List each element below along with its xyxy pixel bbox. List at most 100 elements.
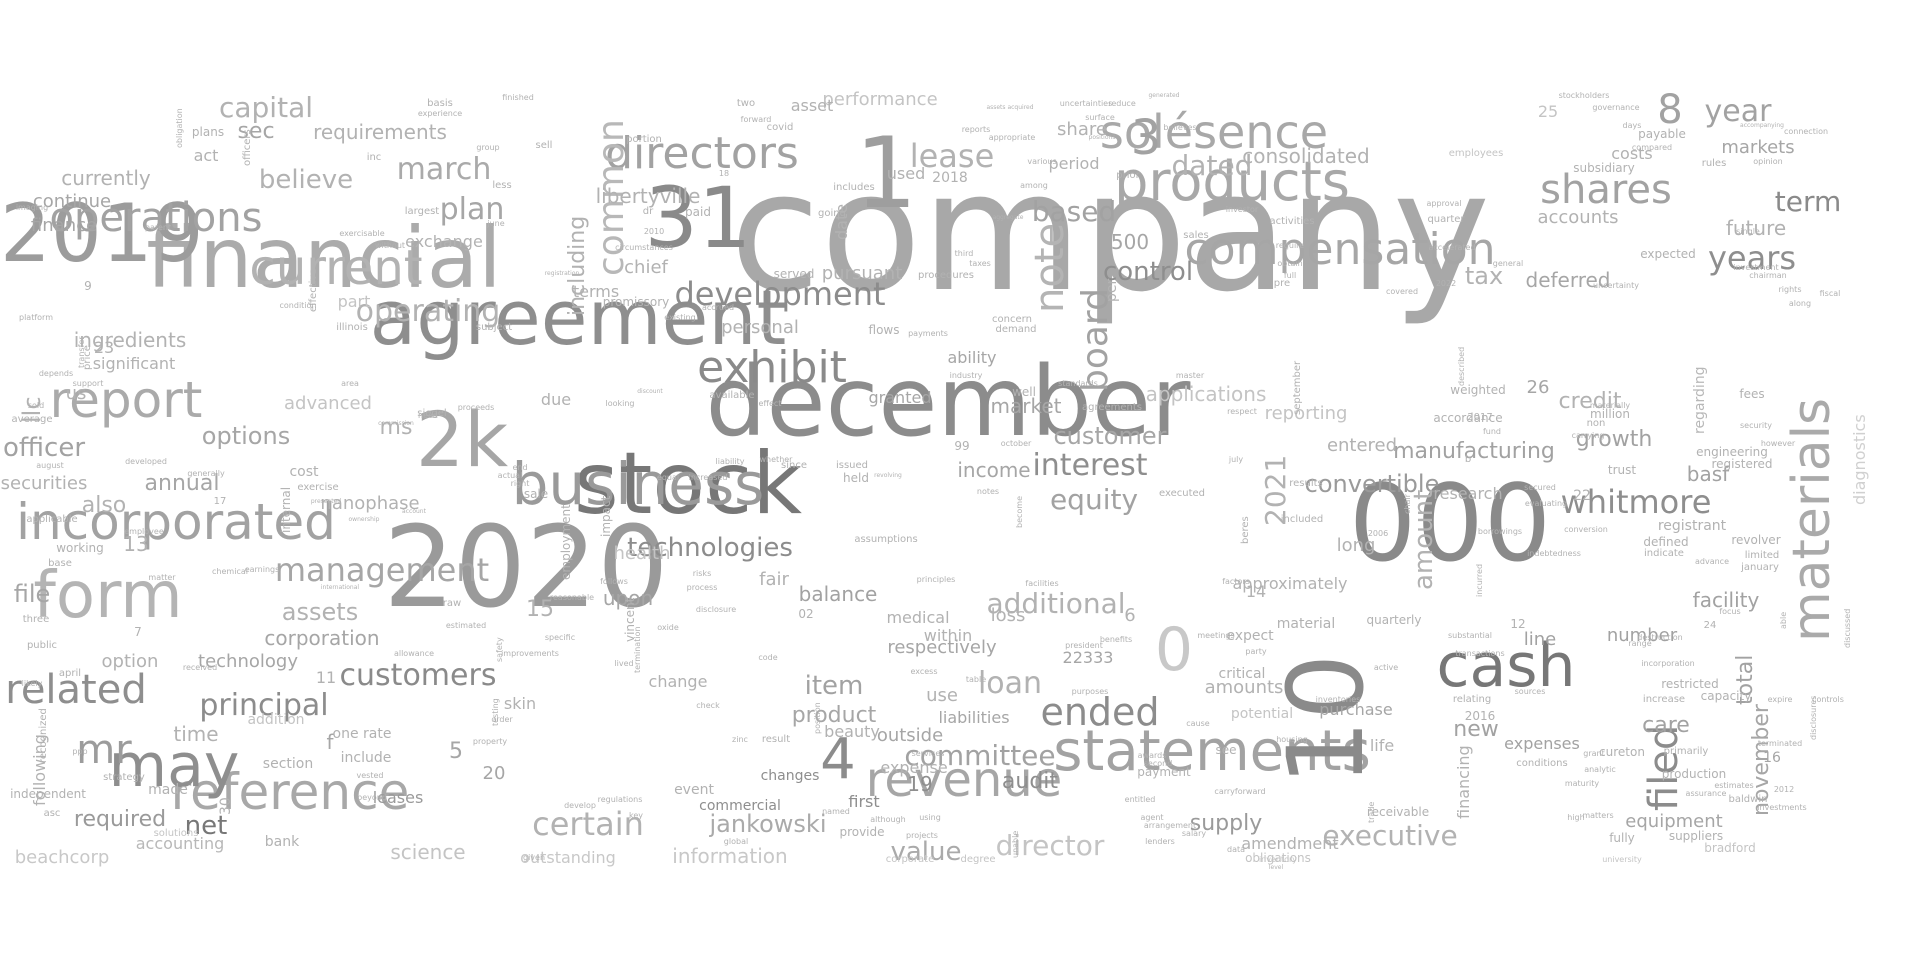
word-certain: certain xyxy=(532,805,644,843)
word-us: us xyxy=(65,383,87,404)
word-non: non xyxy=(1586,418,1606,429)
word-control: control xyxy=(1102,257,1194,287)
word-18: 18 xyxy=(718,169,730,178)
word-follows: follows xyxy=(600,577,628,586)
word-working: working xyxy=(56,541,104,555)
word-materials: materials xyxy=(1782,397,1842,643)
word-cash: cash xyxy=(1436,631,1576,701)
word-form: form xyxy=(33,559,183,633)
word-executed: executed xyxy=(1159,488,1205,499)
word-investment: investment xyxy=(1733,263,1779,272)
word-subject: subject xyxy=(475,322,513,333)
word-diagnostics: diagnostics xyxy=(1850,414,1869,506)
word-property: property xyxy=(472,737,508,746)
word-technologies: technologies xyxy=(627,533,793,563)
word-parent: parent xyxy=(144,223,172,232)
word-provide: provide xyxy=(839,825,885,839)
word-fees: fees xyxy=(1739,387,1765,401)
word-pursuant: pursuant xyxy=(821,263,903,284)
word-beres: beres xyxy=(1240,516,1251,544)
word-11: 11 xyxy=(315,668,337,687)
word-evaluating: evaluating xyxy=(1524,499,1568,508)
word-equity: equity xyxy=(1049,483,1139,516)
word-2006: 2006 xyxy=(1367,529,1389,538)
word-amendment: amendment xyxy=(1241,834,1339,853)
word-9: 9 xyxy=(84,279,92,293)
word-line: line xyxy=(1523,629,1557,650)
word-order: order xyxy=(491,715,513,724)
word-business: business xyxy=(511,450,765,518)
word-exhibit: exhibit xyxy=(697,342,847,393)
word-terminated: terminated xyxy=(1757,739,1803,748)
word-future: future xyxy=(1725,216,1787,240)
word-material: material xyxy=(1276,616,1336,632)
word-facility: facility xyxy=(1692,588,1760,612)
word-trade: trade xyxy=(1367,801,1376,823)
word-accounting: accounting xyxy=(135,834,225,853)
word-change: change xyxy=(648,672,708,691)
word-oxide: oxide xyxy=(657,623,679,632)
word-named: named xyxy=(822,807,850,816)
word-whether: whether xyxy=(759,455,793,464)
word-going: going xyxy=(818,208,846,219)
word-lenders: lenders xyxy=(1145,837,1175,846)
word-500: 500 xyxy=(1110,230,1150,254)
word-fair: fair xyxy=(759,569,789,590)
word-prior: prior xyxy=(1116,170,1140,181)
word-board: board xyxy=(1075,288,1116,392)
word-looking: looking xyxy=(605,399,635,408)
word-key: key xyxy=(628,811,643,820)
word-substantial: substantial xyxy=(1447,631,1493,640)
word-capacity: capacity xyxy=(1700,689,1752,703)
word-reports: reports xyxy=(961,125,991,134)
word-controls: controls xyxy=(1812,695,1844,704)
word-commission: commission xyxy=(378,420,414,427)
word-third: third xyxy=(954,249,974,258)
word-within: within xyxy=(923,626,973,645)
word-factors: factors xyxy=(1222,577,1250,586)
word-7: 7 xyxy=(134,625,142,639)
word-director: director xyxy=(995,829,1105,862)
word-mr: mr xyxy=(76,727,132,773)
word-outstanding: outstanding xyxy=(520,848,616,867)
word-salary: salary xyxy=(1181,829,1207,838)
word-income: income xyxy=(957,458,1031,482)
word-registered: registered xyxy=(1711,457,1773,471)
word-activities: activities xyxy=(1269,216,1315,227)
word-significant: significant xyxy=(92,354,176,373)
word-support: support xyxy=(72,379,104,388)
word-million: million xyxy=(1590,407,1630,421)
word-process: process xyxy=(686,583,718,592)
word-tax: tax xyxy=(1464,262,1504,290)
word-4: 4 xyxy=(820,727,856,792)
word-incurred: incurred xyxy=(1475,563,1484,597)
word-19: 19 xyxy=(907,772,933,796)
word-securities: securities xyxy=(0,473,88,494)
word-september: september xyxy=(1292,360,1303,416)
word-customers: customers xyxy=(339,658,497,693)
word-plans: plans xyxy=(191,125,225,139)
word-accounts: accounts xyxy=(1537,207,1619,228)
word-siegel: siegel xyxy=(417,408,447,419)
word-balance: balance xyxy=(798,582,878,606)
word-average: average xyxy=(11,414,53,425)
word-june: june xyxy=(487,219,505,228)
word-various: various xyxy=(1027,157,1057,166)
word-finance: finance xyxy=(30,215,98,236)
word-corporation: corporation xyxy=(264,626,380,650)
word-procedures: procedures xyxy=(918,270,974,281)
word-data: data xyxy=(1226,845,1246,854)
word-projects: projects xyxy=(906,831,938,840)
word-related: related xyxy=(5,667,147,713)
word-purposes: purposes xyxy=(1071,687,1109,696)
word-science: science xyxy=(390,840,466,864)
word-indebtedness: indebtedness xyxy=(1527,549,1581,558)
word-critical: critical xyxy=(1218,666,1266,682)
word-generally: generally xyxy=(187,469,225,478)
word-new: new xyxy=(1453,717,1499,742)
word-obligation: obligation xyxy=(175,108,184,148)
word-active: active xyxy=(1373,663,1399,672)
word-operating: operating xyxy=(355,294,501,329)
word-available: available xyxy=(709,390,755,401)
word-aggregate: aggregate xyxy=(992,214,1024,221)
